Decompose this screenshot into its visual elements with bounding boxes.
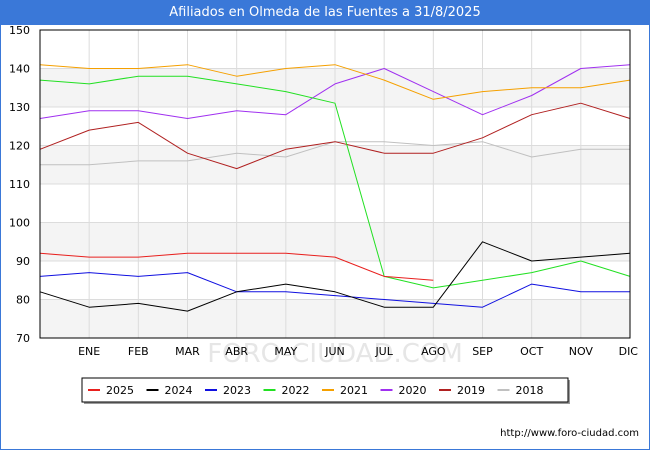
source-url: http://www.foro-ciudad.com: [500, 428, 639, 439]
x-tick-label: MAY: [274, 345, 297, 358]
legend-label-2025: 2025: [106, 384, 134, 397]
x-tick-label: NOV: [569, 345, 594, 358]
chart-title: Afiliados en Olmeda de las Fuentes a 31/…: [1, 1, 649, 25]
y-tick-label: 130: [9, 101, 30, 114]
legend-label-2018: 2018: [516, 384, 544, 397]
series-line-2021: [39, 64, 631, 100]
y-tick-label: 80: [16, 294, 30, 307]
x-tick-label: JUN: [324, 345, 345, 358]
x-tick-label: ABR: [225, 345, 248, 358]
y-tick-label: 110: [9, 178, 30, 191]
series-line-2020: [39, 64, 631, 119]
y-tick-label: 150: [9, 24, 30, 37]
legend-label-2021: 2021: [340, 384, 368, 397]
x-ticks: ENE FEB MAR ABR MAY JUN JUL AGO SEP OCT NOV DIC: [78, 345, 638, 358]
legend-label-2020: 2020: [399, 384, 427, 397]
series-line-2023: [39, 272, 630, 308]
y-tick-label: 70: [16, 332, 30, 345]
legend-label-2024: 2024: [165, 384, 193, 397]
x-tick-label: SEP: [472, 345, 493, 358]
x-tick-label: AGO: [421, 345, 446, 358]
legend-label-2023: 2023: [223, 384, 251, 397]
y-ticks: 70 80 90 100 110 120 130 140 150: [9, 24, 30, 345]
axes: [39, 29, 631, 339]
y-tick-label: 100: [9, 217, 30, 230]
x-tick-label: ENE: [78, 345, 100, 358]
plot-border: [39, 29, 631, 339]
series-lines: [39, 64, 631, 312]
y-tick-label: 140: [9, 63, 30, 76]
x-tick-label: JUL: [374, 345, 393, 358]
x-tick-label: FEB: [128, 345, 149, 358]
x-tick-label: OCT: [520, 345, 543, 358]
legend-label-2019: 2019: [457, 384, 485, 397]
legend-label-2022: 2022: [282, 384, 310, 397]
series-line-2024: [39, 241, 631, 312]
series-line-2019: [39, 102, 631, 170]
y-tick-label: 90: [16, 255, 30, 268]
x-tick-label: DIC: [619, 345, 639, 358]
y-tick-label: 120: [9, 140, 30, 153]
series-line-2025: [39, 252, 434, 281]
legend: 2025 2024 2023 2022 2021 2020 2019 2018: [81, 377, 570, 404]
watermark: FORO-CIUDAD.COM: [207, 339, 463, 369]
series-line-2022: [39, 75, 631, 289]
x-tick-label: MAR: [175, 345, 200, 358]
